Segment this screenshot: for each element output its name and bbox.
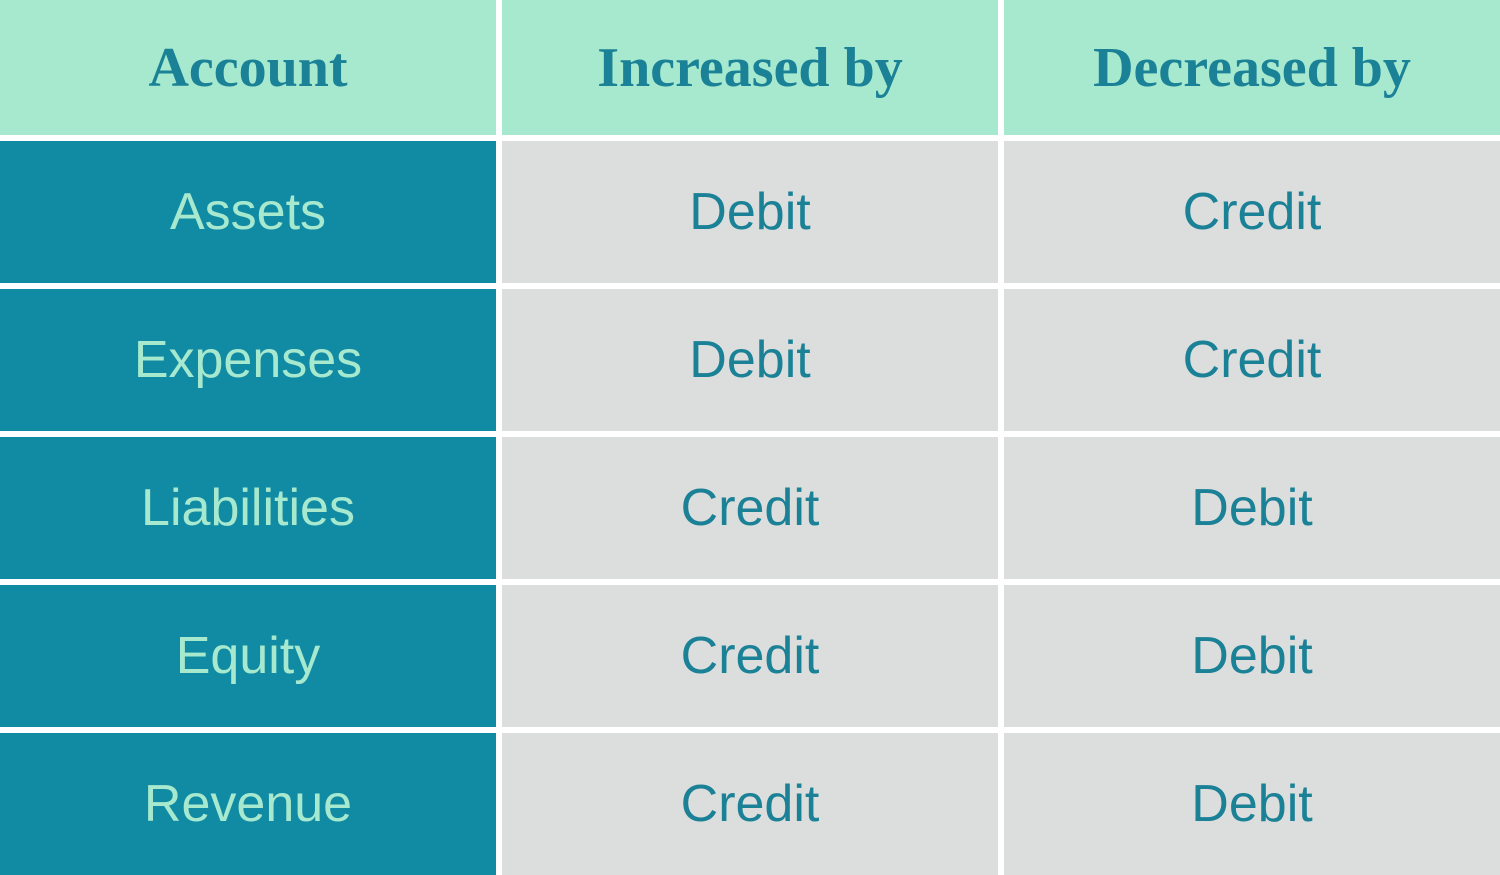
- value-cell: Debit: [502, 289, 998, 431]
- account-cell: Revenue: [0, 733, 496, 875]
- value-cell: Credit: [502, 733, 998, 875]
- value-cell: Credit: [1004, 141, 1500, 283]
- value-cell: Debit: [502, 141, 998, 283]
- value-cell: Debit: [1004, 585, 1500, 727]
- value-cell: Debit: [1004, 437, 1500, 579]
- debit-credit-table: Account Increased by Decreased by Assets…: [0, 0, 1500, 858]
- value-cell: Credit: [502, 585, 998, 727]
- account-cell: Liabilities: [0, 437, 496, 579]
- value-cell: Credit: [1004, 289, 1500, 431]
- header-increased-by: Increased by: [502, 0, 998, 135]
- account-cell: Expenses: [0, 289, 496, 431]
- value-cell: Debit: [1004, 733, 1500, 875]
- account-cell: Equity: [0, 585, 496, 727]
- header-decreased-by: Decreased by: [1004, 0, 1500, 135]
- header-account: Account: [0, 0, 496, 135]
- account-cell: Assets: [0, 141, 496, 283]
- value-cell: Credit: [502, 437, 998, 579]
